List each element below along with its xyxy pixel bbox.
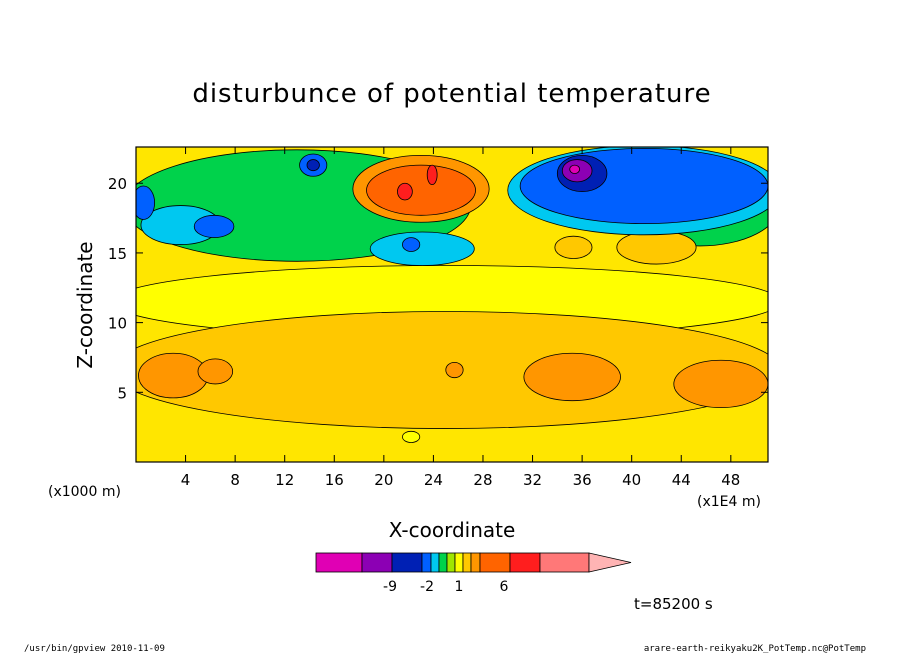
contour-region [397, 182, 413, 201]
colorbar-swatch [509, 552, 541, 573]
y-tick-label: 20 [108, 175, 127, 193]
time-label: t=85200 s [634, 595, 713, 613]
chart-title: disturbunce of potential temperature [192, 79, 711, 109]
colorbar-swatch [391, 552, 423, 573]
colorbar-tick-label: -2 [420, 579, 434, 595]
x-tick-label: 24 [424, 471, 443, 489]
x-tick-label: 12 [275, 471, 294, 489]
colorbar-tick-label: 6 [500, 579, 509, 595]
x-tick-label: 40 [622, 471, 641, 489]
colorbar-tick-labels: -9 -2 1 6 [383, 579, 509, 595]
contour-region [519, 148, 768, 225]
contour-region [402, 430, 421, 443]
colorbar-swatch [454, 552, 464, 573]
colorbar [315, 552, 632, 573]
contour-region [306, 159, 320, 172]
colorbar-tick-label: -9 [383, 579, 397, 595]
x-tick-label: 44 [672, 471, 691, 489]
colorbar-swatch [539, 552, 590, 573]
contour-region [366, 164, 476, 216]
x-tick-label: 4 [181, 471, 191, 489]
y-tick-label: 5 [117, 384, 127, 402]
colorbar-extend-arrow [588, 552, 632, 573]
contour-region [554, 235, 593, 259]
colorbar-tick-label: 1 [455, 579, 464, 595]
y-axis-label: Z-coordinate [73, 241, 97, 368]
contour-region [616, 230, 697, 265]
contour-region [193, 214, 235, 238]
contour-region [426, 164, 438, 186]
x-tick-label: 20 [374, 471, 393, 489]
contour-region [197, 358, 234, 385]
y-tick-label: 15 [108, 245, 127, 263]
x-tick-label: 36 [573, 471, 592, 489]
x-tick-label: 32 [523, 471, 542, 489]
colorbar-swatch [430, 552, 440, 573]
colorbar-swatch [421, 552, 432, 573]
contour-region [445, 361, 464, 379]
x-axis-ticks: 4 8 12 16 20 24 28 32 36 40 44 48 [181, 147, 740, 489]
x-tick-label: 28 [473, 471, 492, 489]
contour-region [369, 231, 475, 266]
footer-left: /usr/bin/gpview 2010-11-09 [24, 644, 165, 654]
footer-right: arare-earth-reikyaku2K_PotTemp.nc@PotTem… [644, 644, 866, 654]
colorbar-swatch [479, 552, 511, 573]
contour-region [138, 352, 209, 399]
contour-region [402, 237, 421, 252]
x-unit-left: (x1000 m) [48, 484, 121, 500]
plot-frame [135, 146, 769, 463]
x-axis-label: X-coordinate [389, 518, 516, 542]
colorbar-swatch [438, 552, 448, 573]
x-unit-right: (x1E4 m) [697, 494, 761, 510]
colorbar-swatch [361, 552, 393, 573]
x-tick-label: 16 [325, 471, 344, 489]
colorbar-swatch [462, 552, 472, 573]
contour-region [136, 185, 155, 220]
x-tick-label: 48 [721, 471, 740, 489]
colorbar-swatch [470, 552, 481, 573]
colorbar-swatch [315, 552, 363, 573]
x-tick-label: 8 [230, 471, 240, 489]
colorbar-swatch [446, 552, 456, 573]
contour-region [569, 164, 581, 174]
y-tick-label: 10 [108, 315, 127, 333]
contour-region [523, 352, 621, 402]
contour-region [673, 359, 768, 409]
y-axis-ticks: 5 10 15 20 [108, 175, 768, 402]
contour-regions [136, 147, 768, 443]
